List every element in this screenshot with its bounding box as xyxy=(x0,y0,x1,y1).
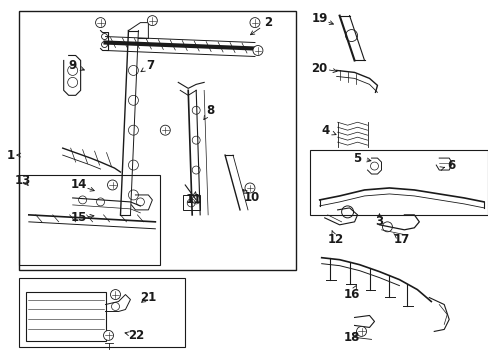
Text: 16: 16 xyxy=(343,288,359,301)
Circle shape xyxy=(249,18,260,28)
Text: 6: 6 xyxy=(446,158,454,172)
Text: 5: 5 xyxy=(353,152,361,165)
Circle shape xyxy=(356,327,366,336)
Text: 11: 11 xyxy=(186,193,202,206)
Text: 19: 19 xyxy=(311,12,327,25)
Circle shape xyxy=(103,330,113,340)
Text: 4: 4 xyxy=(321,124,329,137)
Text: 2: 2 xyxy=(264,16,271,29)
Text: 7: 7 xyxy=(146,59,154,72)
Circle shape xyxy=(110,289,120,300)
Text: 22: 22 xyxy=(128,329,144,342)
Text: 14: 14 xyxy=(70,179,87,192)
Circle shape xyxy=(244,183,254,193)
Text: 12: 12 xyxy=(327,233,343,246)
Circle shape xyxy=(252,45,263,55)
Text: 10: 10 xyxy=(244,192,260,204)
Text: 18: 18 xyxy=(343,331,359,344)
Text: 17: 17 xyxy=(392,233,408,246)
Circle shape xyxy=(160,125,170,135)
Circle shape xyxy=(95,18,105,28)
Text: 13: 13 xyxy=(15,174,31,186)
Circle shape xyxy=(147,15,157,26)
Text: 15: 15 xyxy=(70,211,87,224)
Text: 21: 21 xyxy=(140,291,156,304)
Text: 9: 9 xyxy=(68,59,77,72)
Text: 3: 3 xyxy=(375,215,383,228)
Text: 20: 20 xyxy=(311,62,327,75)
Circle shape xyxy=(107,180,117,190)
Text: 1: 1 xyxy=(7,149,15,162)
Text: 8: 8 xyxy=(205,104,214,117)
